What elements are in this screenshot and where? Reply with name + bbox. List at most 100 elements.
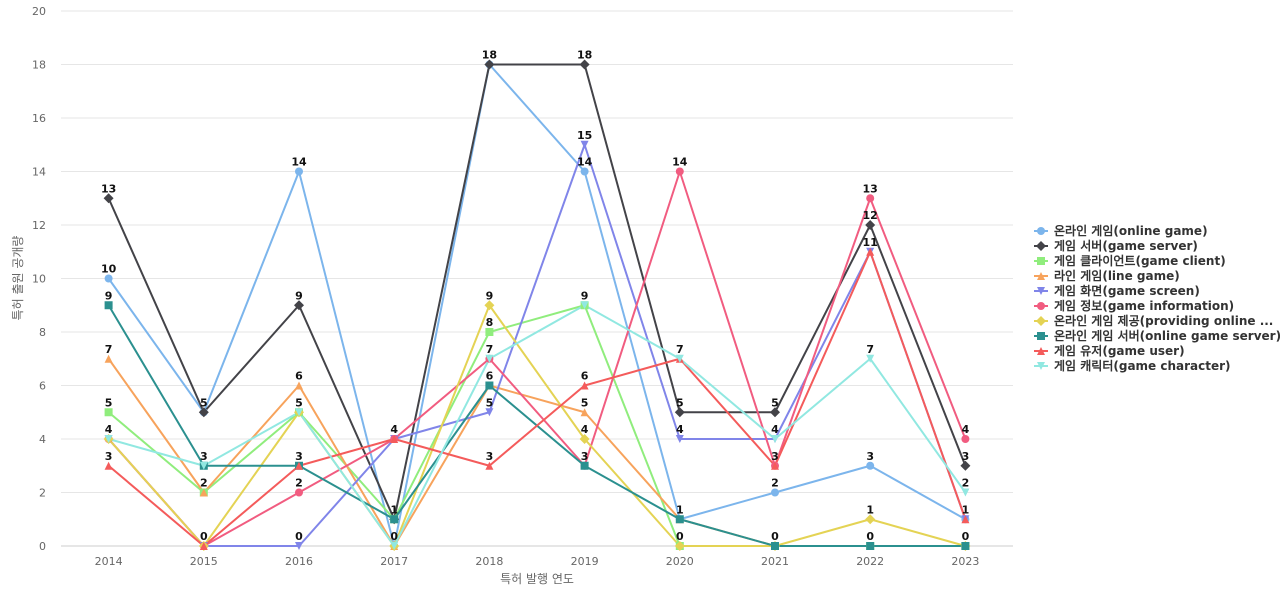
series-marker <box>484 300 495 311</box>
data-label: 2 <box>962 477 970 490</box>
series-marker <box>961 488 970 497</box>
series-line <box>107 250 967 547</box>
legend[interactable]: 온라인 게임(online game)게임 서버(game server)게임 … <box>1034 223 1280 373</box>
data-label: 3 <box>105 450 113 463</box>
series-marker <box>295 542 303 550</box>
series-marker <box>104 274 113 283</box>
series-marker <box>771 461 779 470</box>
data-label: 4 <box>962 423 970 436</box>
series-line <box>108 304 967 547</box>
y-axis-ticks: 0 2 4 6 8 10 12 14 16 18 20 <box>32 5 46 553</box>
data-label: 12 <box>863 209 878 222</box>
series-marker <box>961 542 970 550</box>
data-label: 9 <box>486 289 494 302</box>
series-marker <box>104 408 113 417</box>
series-marker <box>675 354 684 363</box>
data-label: 1 <box>390 503 398 516</box>
legend-item[interactable]: 게임 캐릭터(game character) <box>1034 358 1231 373</box>
data-label: 5 <box>676 396 684 409</box>
data-labels: 1310975435320149653204101898765318151496… <box>101 49 970 544</box>
data-label: 1 <box>962 503 970 516</box>
y-tick-label: 8 <box>39 326 46 339</box>
x-tick-label: 2019 <box>571 555 599 568</box>
data-label: 3 <box>581 450 589 463</box>
x-axis-title: 특허 발행 연도 <box>500 571 574 586</box>
data-label: 3 <box>295 450 303 463</box>
data-label: 5 <box>771 396 779 409</box>
legend-label: 온라인 게임(online game) <box>1054 223 1208 238</box>
legend-label: 게임 화면(game screen) <box>1054 283 1200 298</box>
series-marker <box>485 381 494 390</box>
series-marker <box>960 460 971 471</box>
data-label: 0 <box>295 530 303 543</box>
legend-item[interactable]: 온라인 게임(online game) <box>1034 223 1208 238</box>
series-marker <box>675 515 684 524</box>
series-marker <box>579 59 590 70</box>
series-marker <box>199 461 208 470</box>
series-marker <box>580 140 589 149</box>
legend-label: 게임 클라이언트(game client) <box>1054 253 1226 268</box>
data-label: 2 <box>200 477 208 490</box>
x-tick-label: 2020 <box>666 555 694 568</box>
data-label: 7 <box>105 343 113 356</box>
legend-item[interactable]: 게임 클라이언트(game client) <box>1034 253 1226 268</box>
legend-item[interactable]: 게임 유저(game user) <box>1034 343 1185 358</box>
legend-swatch-marker <box>1037 257 1045 265</box>
data-label: 1 <box>866 503 874 516</box>
data-label: 11 <box>863 236 878 249</box>
series-marker <box>771 542 779 550</box>
legend-item[interactable]: 온라인 게임 제공(providing online ... <box>1034 313 1273 328</box>
series-markers <box>103 59 971 551</box>
data-label: 3 <box>200 450 208 463</box>
series-marker <box>961 515 970 524</box>
series-marker <box>295 381 303 390</box>
data-label: 7 <box>486 343 494 356</box>
data-label: 0 <box>866 530 874 543</box>
data-label: 10 <box>101 263 117 276</box>
y-tick-label: 20 <box>32 5 46 18</box>
legend-item[interactable]: 게임 서버(game server) <box>1034 238 1198 253</box>
data-label: 4 <box>771 423 779 436</box>
data-label: 14 <box>577 156 593 169</box>
data-label: 18 <box>482 49 497 62</box>
data-label: 4 <box>390 423 398 436</box>
legend-swatch-marker <box>1037 272 1045 280</box>
series-line <box>107 63 966 547</box>
legend-label: 게임 정보(game information) <box>1054 298 1234 313</box>
series-marker <box>294 300 304 311</box>
data-label: 6 <box>581 370 589 383</box>
series-line <box>107 63 967 521</box>
data-label: 5 <box>295 396 303 409</box>
x-tick-label: 2017 <box>380 555 408 568</box>
data-label: 4 <box>105 423 113 436</box>
legend-label: 온라인 게임 제공(providing online ... <box>1054 313 1273 328</box>
series-marker <box>103 193 114 204</box>
legend-item[interactable]: 온라인 게임 서버(online game server) <box>1034 328 1280 343</box>
series-marker <box>295 488 303 497</box>
data-label: 0 <box>962 530 970 543</box>
data-label: 0 <box>390 530 398 543</box>
legend-label: 게임 유저(game user) <box>1054 343 1185 358</box>
series-marker <box>580 461 589 470</box>
legend-item[interactable]: 게임 정보(game information) <box>1034 298 1234 313</box>
series-marker <box>579 434 590 444</box>
legend-swatch-marker <box>1036 241 1046 251</box>
legend-swatch-marker <box>1037 347 1045 355</box>
series-marker <box>961 435 970 443</box>
series-line <box>107 170 967 547</box>
x-tick-label: 2016 <box>285 555 313 568</box>
legend-item[interactable]: 게임 화면(game screen) <box>1034 283 1200 298</box>
series-marker <box>295 167 303 176</box>
data-label: 0 <box>771 530 779 543</box>
y-tick-label: 14 <box>32 166 46 179</box>
series-marker <box>104 354 113 363</box>
y-tick-label: 0 <box>39 540 46 553</box>
data-label: 1 <box>676 503 684 516</box>
x-tick-label: 2018 <box>475 555 503 568</box>
series-marker <box>580 167 589 176</box>
series-marker <box>866 542 875 550</box>
legend-item[interactable]: 라인 게임(line game) <box>1034 268 1180 283</box>
data-label: 7 <box>676 343 684 356</box>
series-marker <box>199 542 208 550</box>
